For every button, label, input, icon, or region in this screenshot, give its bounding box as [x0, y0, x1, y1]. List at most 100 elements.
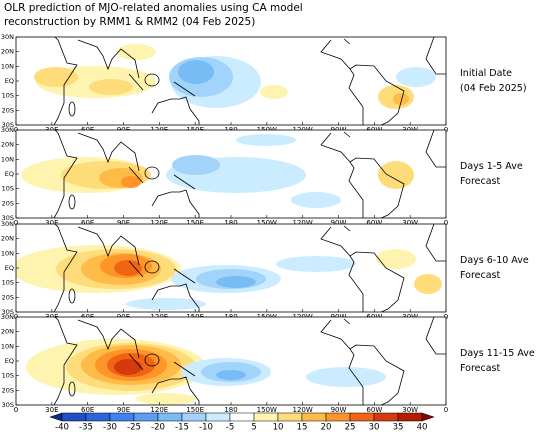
panel-label: Days 6-10 Ave — [460, 255, 529, 266]
lon-label: 60E — [81, 219, 94, 227]
lat-label: 10S — [2, 372, 14, 380]
colorbar-label: 40 — [417, 423, 428, 432]
lon-label: 150E — [186, 219, 204, 227]
colorbar-label: -25 — [127, 423, 141, 432]
lat-label: 10N — [1, 249, 14, 257]
colorbar-bin — [61, 412, 87, 422]
colorbar-label: -40 — [55, 423, 69, 432]
lon-label: 30E — [45, 219, 58, 227]
anomaly-field — [16, 317, 446, 405]
colorbar: -40 -35 -30 -25 -20 -15 -10 -5 5 10 15 20 25 30 35 40 — [49, 412, 435, 432]
lat-label: 30N — [1, 313, 14, 321]
colorbar-bin — [397, 412, 423, 422]
lat-label: 30S — [2, 121, 14, 129]
panel-label: Forecast — [460, 270, 500, 281]
lat-label: 30N — [1, 126, 14, 134]
lon-label: 0 — [444, 219, 448, 227]
lat-label: 30S — [2, 214, 14, 222]
lat-label: 20S — [2, 199, 14, 207]
lat-label: 10N — [1, 62, 14, 70]
lat-label: 10N — [1, 155, 14, 163]
title: OLR prediction of MJO-related anomalies … — [4, 2, 303, 14]
map-panel: 30N20N10NEQ10S20S30S030E60E90E120E150E18… — [1, 220, 448, 321]
lon-label: 0 — [444, 406, 448, 414]
lon-label: 120W — [293, 406, 313, 414]
lat-label: EQ — [5, 77, 14, 85]
lat-label: 20S — [2, 386, 14, 394]
panel-label: Days 1-5 Ave — [460, 161, 523, 172]
lat-label: 20N — [1, 328, 14, 336]
colorbar-bin — [253, 412, 279, 422]
colorbar-label: -5 — [226, 423, 234, 432]
lon-label: 90E — [117, 406, 130, 414]
colorbar-label: 25 — [345, 423, 356, 432]
colorbar-bin — [85, 412, 111, 422]
colorbar-label: -35 — [79, 423, 93, 432]
lon-label: 90W — [331, 406, 347, 414]
lat-label: EQ — [5, 264, 14, 272]
lon-label: 60W — [366, 219, 382, 227]
lon-label: 180 — [224, 406, 237, 414]
colorbar-arrow — [421, 412, 435, 422]
colorbar-label: 20 — [321, 423, 332, 432]
colorbar-label: -30 — [103, 423, 117, 432]
lon-label: 30W — [402, 406, 418, 414]
lat-label: 20N — [1, 141, 14, 149]
colorbar-bin — [373, 412, 399, 422]
panel-label: (04 Feb 2025) — [460, 83, 527, 94]
lon-label: 150E — [186, 406, 204, 414]
lat-label: EQ — [5, 357, 14, 365]
lon-label: 60E — [81, 406, 94, 414]
colorbar-label: 15 — [297, 423, 308, 432]
lat-label: 20N — [1, 48, 14, 56]
lon-label: 30W — [402, 219, 418, 227]
lat-label: 10S — [2, 185, 14, 193]
lon-label: 120E — [150, 406, 168, 414]
panel-label: Initial Date — [460, 68, 512, 79]
panel-label: Forecast — [460, 176, 500, 187]
lat-label: 20S — [2, 106, 14, 114]
panel-label: Days 11-15 Ave — [460, 348, 535, 359]
lon-label: 30E — [45, 406, 58, 414]
lat-label: 10S — [2, 279, 14, 287]
colorbar-bin — [229, 412, 255, 422]
lon-label: 120E — [150, 219, 168, 227]
lat-label: 10S — [2, 92, 14, 100]
lon-label: 150W — [257, 219, 277, 227]
colorbar-bin — [157, 412, 183, 422]
colorbar-label: 30 — [369, 423, 380, 432]
lon-label: 0 — [14, 406, 18, 414]
lon-label: 0 — [14, 219, 18, 227]
colorbar-label: -15 — [175, 423, 189, 432]
colorbar-bin — [325, 412, 351, 422]
title: reconstruction by RMM1 & RMM2 (04 Feb 20… — [4, 16, 255, 28]
colorbar-bin — [109, 412, 135, 422]
colorbar-label: 10 — [273, 423, 284, 432]
colorbar-bin — [349, 412, 375, 422]
lon-label: 150W — [257, 406, 277, 414]
lat-label: 20N — [1, 235, 14, 243]
lat-label: 10N — [1, 342, 14, 350]
lat-label: EQ — [5, 170, 14, 178]
anomaly-field — [16, 130, 446, 218]
lat-label: 30N — [1, 220, 14, 228]
lon-label: 90W — [331, 219, 347, 227]
colorbar-bin — [277, 412, 303, 422]
lon-label: 180 — [224, 219, 237, 227]
lon-label: 60W — [366, 406, 382, 414]
colorbar-bin — [133, 412, 159, 422]
map-panel: 30N20N10NEQ10S20S30S030E60E90E120E150E18… — [1, 33, 448, 134]
lat-label: 20S — [2, 293, 14, 301]
lon-label: 120W — [293, 219, 313, 227]
lat-label: 30N — [1, 33, 14, 41]
lat-label: 30S — [2, 401, 14, 409]
lon-label: 90E — [117, 219, 130, 227]
colorbar-bin — [205, 412, 231, 422]
colorbar-bin — [181, 412, 207, 422]
panel-label: Forecast — [460, 363, 500, 374]
colorbar-label: 35 — [393, 423, 404, 432]
colorbar-arrow — [49, 412, 63, 422]
